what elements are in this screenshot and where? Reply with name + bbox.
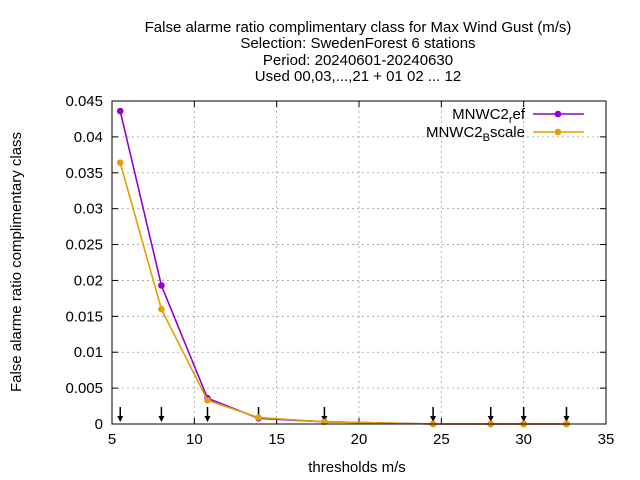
data-point-MNWC2_ref xyxy=(116,107,124,115)
legend-tail-text: scale xyxy=(490,124,525,141)
title-line-4: Used 00,03,...,21 + 01 02 ... 12 xyxy=(255,68,461,85)
legend-main-text: MNWC2 xyxy=(452,106,509,123)
legend-main-text: MNWC2 xyxy=(426,124,483,141)
data-point-MNWC2_Bscale xyxy=(255,414,262,421)
plot-frame xyxy=(111,100,607,425)
y-tick-label: 0.025 xyxy=(65,237,103,254)
y-tick-label: 0 xyxy=(95,416,103,433)
title-line-3: Period: 20240601-20240630 xyxy=(263,52,453,69)
legend-marker-MNWC2_Bscale xyxy=(554,128,562,136)
x-axis-label: thresholds m/s xyxy=(308,459,406,476)
series xyxy=(116,107,570,428)
x-tick-label: 25 xyxy=(433,431,450,448)
legend-label-MNWC2_Bscale: MNWC2Bscale xyxy=(426,124,525,144)
threshold-arrow-head xyxy=(204,416,211,422)
data-point-MNWC2_Bscale xyxy=(116,159,124,167)
legend-tail-text: ef xyxy=(512,106,525,123)
threshold-arrow-head xyxy=(520,416,527,422)
legend-marker-MNWC2_ref xyxy=(554,110,562,118)
legend-label-MNWC2_ref: MNWC2ref xyxy=(452,106,526,126)
y-tick-label: 0.03 xyxy=(74,201,103,218)
legend-subscript-text: r xyxy=(509,114,513,126)
y-tick-label: 0.01 xyxy=(74,344,103,361)
y-tick-label: 0.015 xyxy=(65,308,103,325)
data-point-MNWC2_ref xyxy=(158,282,165,289)
threshold-arrow-head xyxy=(487,416,494,422)
y-axis-ticks: 0 0.005 0.01 0.015 0.02 0.025 0.03 0.035 0.04 0.0… xyxy=(65,93,606,433)
x-tick-label: 10 xyxy=(186,431,203,448)
y-tick-label: 0.02 xyxy=(74,272,103,289)
legend-subscript-text: B xyxy=(483,132,490,144)
series-line-MNWC2_ref xyxy=(119,110,567,425)
grid xyxy=(112,101,606,424)
x-tick-label: 5 xyxy=(108,431,116,448)
y-tick-label: 0.035 xyxy=(65,165,103,182)
x-tick-label: 20 xyxy=(351,431,368,448)
y-tick-label: 0.005 xyxy=(65,380,103,397)
y-tick-label: 0.04 xyxy=(74,129,103,146)
threshold-arrow-head xyxy=(117,416,124,422)
x-tick-label: 35 xyxy=(598,431,615,448)
chart-title: False alarme ratio complimentary class f… xyxy=(145,19,572,85)
threshold-arrow-head xyxy=(430,416,437,422)
title-line-1: False alarme ratio complimentary class f… xyxy=(145,19,572,36)
title-line-2: Selection: SwedenForest 6 stations xyxy=(240,35,475,52)
y-tick-label: 0.045 xyxy=(65,93,103,110)
data-point-MNWC2_Bscale xyxy=(158,305,165,313)
x-tick-label: 15 xyxy=(268,431,285,448)
x-axis-ticks: 5 10 15 20 25 30 35 xyxy=(108,101,615,448)
threshold-arrow-head xyxy=(563,416,570,422)
x-tick-label: 30 xyxy=(515,431,532,448)
data-point-MNWC2_Bscale xyxy=(321,418,328,426)
y-axis-label: False alarme ratio complimentary class xyxy=(8,132,25,392)
series-line-MNWC2_Bscale xyxy=(119,162,567,425)
data-point-MNWC2_Bscale xyxy=(204,397,211,404)
threshold-arrows xyxy=(117,407,570,422)
threshold-arrow-head xyxy=(158,416,165,422)
